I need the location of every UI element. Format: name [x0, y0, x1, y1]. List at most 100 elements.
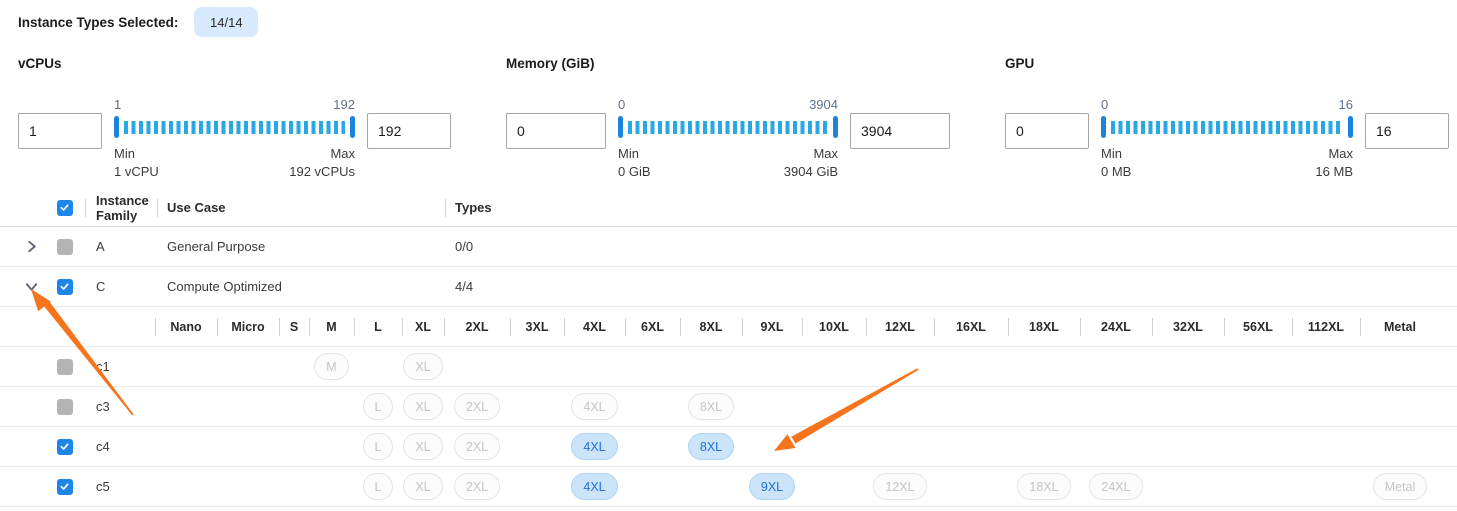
vcpus-min-detail: 1 vCPU	[114, 164, 159, 179]
type-row-c3: c3 L XL 2XL 4XL 8XL	[0, 387, 1457, 427]
select-all-checkbox[interactable]	[56, 199, 73, 216]
size-pill-2xl[interactable]: 2XL	[453, 393, 501, 420]
size-column-header: L	[354, 320, 402, 334]
size-column-header: XL	[402, 320, 444, 334]
type-row-c1: c1 M XL	[0, 347, 1457, 387]
size-pill-l[interactable]: L	[362, 393, 394, 420]
type-row-c5: c5 L XL 2XL 4XL 9XL 12XL 18XL 24XL Metal	[0, 467, 1457, 507]
size-column-header: 24XL	[1080, 320, 1152, 334]
size-pill-4xl-selected[interactable]: 4XL	[571, 433, 618, 460]
filter-title-vcpus: vCPUs	[18, 56, 62, 71]
size-column-header: 16XL	[934, 320, 1008, 334]
size-pill-xl[interactable]: XL	[403, 353, 443, 380]
size-column-header: 56XL	[1224, 320, 1292, 334]
table-header-row: Instance Family Use Case Types	[0, 189, 1457, 227]
size-pill-xl[interactable]: XL	[403, 473, 443, 500]
type-name: c1	[96, 359, 110, 374]
expand-button-a[interactable]	[18, 239, 44, 254]
family-checkbox-a[interactable]	[56, 238, 73, 255]
type-name: c3	[96, 399, 110, 414]
gpu-max-input[interactable]	[1365, 113, 1449, 149]
memory-slider-handle-right[interactable]	[833, 116, 838, 138]
size-pill-24xl[interactable]: 24XL	[1089, 473, 1143, 500]
size-pill-4xl[interactable]: 4XL	[571, 393, 618, 420]
size-column-header: Nano	[155, 320, 217, 334]
memory-min-detail: 0 GiB	[618, 164, 651, 179]
gpu-slider[interactable]: 0 16 Min 0 MB Max	[1101, 94, 1353, 181]
vcpus-slider-handle-right[interactable]	[350, 116, 355, 138]
gpu-min-detail: 0 MB	[1101, 164, 1132, 179]
gpu-max-detail: 16 MB	[1315, 164, 1353, 179]
family-row-c: C Compute Optimized 4/4	[0, 267, 1457, 307]
size-column-header: 6XL	[625, 320, 680, 334]
size-pill-12xl[interactable]: 12XL	[873, 473, 927, 500]
family-types-count: 0/0	[455, 239, 474, 254]
filter-memory: Memory (GiB) 0 3904 Min	[506, 56, 950, 181]
memory-max-caption: Max	[813, 146, 838, 161]
size-column-header: 4XL	[564, 320, 625, 334]
size-pill-4xl-selected[interactable]: 4XL	[571, 473, 618, 500]
selected-count-badge: 14/14	[194, 7, 259, 37]
filter-title-gpu: GPU	[1005, 56, 1035, 71]
family-use-case: Compute Optimized	[167, 279, 282, 294]
memory-slider[interactable]: 0 3904 Min 0 GiB Max	[618, 94, 838, 181]
type-checkbox-c3[interactable]	[56, 398, 73, 415]
size-pill-metal[interactable]: Metal	[1372, 473, 1428, 500]
size-column-header: 10XL	[802, 320, 866, 334]
vcpus-max-detail: 192 vCPUs	[289, 164, 355, 179]
family-row-a: A General Purpose 0/0	[0, 227, 1457, 267]
family-checkbox-c[interactable]	[56, 278, 73, 295]
size-column-header: 18XL	[1008, 320, 1080, 334]
gpu-max-caption: Max	[1328, 146, 1353, 161]
memory-slider-handle-left[interactable]	[618, 116, 623, 138]
vcpus-min-input[interactable]	[18, 113, 102, 149]
type-checkbox-c4[interactable]	[56, 438, 73, 455]
family-name: C	[96, 279, 106, 294]
size-pill-9xl-selected[interactable]: 9XL	[748, 473, 796, 500]
size-pill-18xl[interactable]: 18XL	[1017, 473, 1071, 500]
size-column-header: 3XL	[510, 320, 564, 334]
memory-slider-track[interactable]	[618, 115, 838, 139]
size-columns-header-row: Nano Micro S M L XL 2XL 3XL 4XL 6XL 8XL …	[0, 307, 1457, 347]
size-pill-l[interactable]: L	[362, 433, 394, 460]
vcpus-min-caption: Min	[114, 146, 135, 161]
memory-min-input[interactable]	[506, 113, 606, 149]
size-pill-2xl[interactable]: 2XL	[453, 473, 501, 500]
selected-summary-label: Instance Types Selected:	[18, 14, 179, 30]
gpu-min-caption: Min	[1101, 146, 1122, 161]
size-pill-m[interactable]: M	[314, 353, 349, 380]
size-pill-l[interactable]: L	[362, 473, 394, 500]
type-name: c4	[96, 439, 110, 454]
size-pill-xl[interactable]: XL	[403, 433, 443, 460]
expand-button-c[interactable]	[18, 279, 44, 294]
vcpus-slider-dashes	[124, 120, 345, 134]
filters-section: vCPUs 1 192 Min	[18, 56, 1457, 181]
gpu-min-input[interactable]	[1005, 113, 1089, 149]
type-name: c5	[96, 479, 110, 494]
size-column-header: S	[279, 320, 309, 334]
size-pill-8xl[interactable]: 8XL	[687, 393, 735, 420]
type-checkbox-c5[interactable]	[56, 478, 73, 495]
selected-summary: Instance Types Selected: 14/14	[18, 6, 1457, 38]
vcpus-slider[interactable]: 1 192 Min 1 vCPU Max	[114, 94, 355, 181]
gpu-slider-handle-left[interactable]	[1101, 116, 1106, 138]
size-column-header: 8XL	[680, 320, 742, 334]
size-column-header: 2XL	[444, 320, 510, 334]
size-column-header: Metal	[1360, 320, 1440, 334]
vcpus-max-input[interactable]	[367, 113, 451, 149]
vcpus-slider-handle-left[interactable]	[114, 116, 119, 138]
memory-max-input[interactable]	[850, 113, 950, 149]
size-pill-8xl-selected[interactable]: 8XL	[687, 433, 735, 460]
gpu-slider-track[interactable]	[1101, 115, 1353, 139]
vcpus-range-max-label: 192	[333, 97, 355, 112]
memory-min-caption: Min	[618, 146, 639, 161]
memory-range-min-label: 0	[618, 97, 626, 112]
type-checkbox-c1[interactable]	[56, 358, 73, 375]
size-pill-xl[interactable]: XL	[403, 393, 443, 420]
size-pill-2xl[interactable]: 2XL	[453, 433, 501, 460]
filter-vcpus: vCPUs 1 192 Min	[18, 56, 451, 181]
family-name: A	[96, 239, 105, 254]
gpu-slider-handle-right[interactable]	[1348, 116, 1353, 138]
vcpus-slider-track[interactable]	[114, 115, 355, 139]
